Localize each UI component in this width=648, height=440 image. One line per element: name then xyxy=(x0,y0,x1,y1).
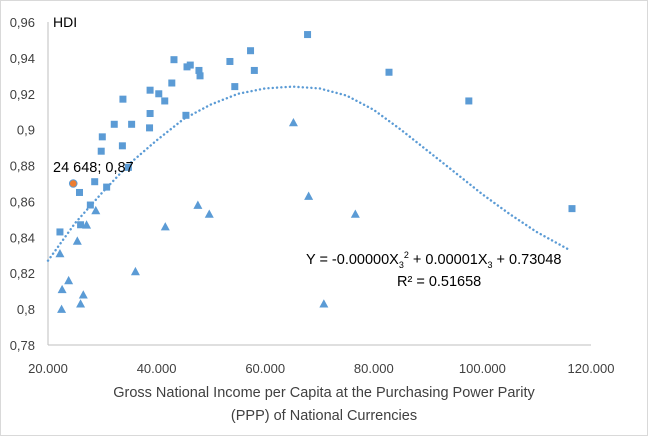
trendline-group xyxy=(46,85,571,262)
data-points xyxy=(55,31,576,313)
triangle-point xyxy=(350,209,360,218)
square-point xyxy=(304,31,312,39)
square-point xyxy=(161,97,169,105)
square-point xyxy=(118,142,126,150)
square-point xyxy=(86,201,94,209)
y-tick-label: 0,88 xyxy=(10,159,35,174)
triangle-point xyxy=(319,299,329,308)
y-tick-label: 0,96 xyxy=(10,15,35,30)
triangle-point xyxy=(160,222,170,231)
triangle-point xyxy=(304,191,314,200)
triangle-point xyxy=(57,304,67,313)
triangle-point xyxy=(57,284,67,294)
square-point xyxy=(103,183,111,191)
equation-part-2: + 0.00001X xyxy=(409,252,488,268)
y-tick-label: 0,9 xyxy=(17,123,35,138)
highlight-point xyxy=(68,179,78,188)
square-point xyxy=(56,228,64,236)
square-point xyxy=(568,205,576,213)
square-point xyxy=(465,97,473,105)
triangle-point xyxy=(76,299,86,308)
square-point xyxy=(168,79,176,87)
trendline-equation: Y = -0.00000X32 + 0.00001X3 + 0.73048 xyxy=(306,250,561,270)
square-point xyxy=(155,90,163,98)
square-point xyxy=(182,111,190,119)
square-point xyxy=(146,110,154,118)
square-point xyxy=(195,66,203,74)
x-tick-label: 100.000 xyxy=(459,361,506,376)
y-tick-label: 0,92 xyxy=(10,87,35,102)
x-tick-label: 80.000 xyxy=(354,361,394,376)
square-point xyxy=(110,120,118,128)
y-tick-label: 0,86 xyxy=(10,194,35,209)
x-tick-labels: 20.000 40.000 60.000 80.000 100.000 120.000 xyxy=(28,361,614,376)
x-axis-title-line-1: Gross National Income per Capita at the … xyxy=(113,385,535,401)
square-point xyxy=(250,66,258,74)
square-point xyxy=(119,95,127,103)
x-tick-label: 20.000 xyxy=(28,361,68,376)
square-point xyxy=(91,178,99,186)
triangle-point xyxy=(91,205,101,215)
x-axis-title-line-2: (PPP) of National Currencies xyxy=(231,408,417,424)
trendline xyxy=(46,85,571,262)
equation-part-3: + 0.73048 xyxy=(493,252,562,268)
triangle-point xyxy=(72,236,82,245)
triangle-point xyxy=(78,290,88,299)
square-point xyxy=(146,124,154,132)
square-point xyxy=(226,57,234,65)
y-tick-label: 0,94 xyxy=(10,51,35,66)
x-tick-label: 60.000 xyxy=(245,361,285,376)
triangle-point xyxy=(130,266,140,276)
triangle-point xyxy=(55,248,65,258)
square-point xyxy=(170,56,178,64)
triangle-point xyxy=(288,117,298,127)
y-tick-label: 0,84 xyxy=(10,230,35,245)
equation-part-1: Y = -0.00000X xyxy=(306,252,399,268)
square-point xyxy=(146,86,154,94)
square-point xyxy=(385,68,393,76)
triangle-point xyxy=(82,220,92,229)
equation-subscript-2: 3 xyxy=(488,260,493,270)
triangle-point xyxy=(64,275,74,285)
square-point xyxy=(128,120,136,128)
x-tick-label: 40.000 xyxy=(137,361,177,376)
square-point xyxy=(97,147,105,155)
y-tick-label: 0,8 xyxy=(17,302,35,317)
y-tick-labels: 0,78 0,8 0,82 0,84 0,86 0,88 0,9 0,92 0,94 0,96 xyxy=(10,15,35,353)
triangle-point xyxy=(193,200,203,209)
y-tick-label: 0,78 xyxy=(10,338,35,353)
square-point xyxy=(77,221,85,229)
square-point xyxy=(124,163,132,171)
square-point xyxy=(98,133,106,141)
equation-superscript: 2 xyxy=(404,250,409,260)
y-tick-label: 0,82 xyxy=(10,266,35,281)
square-point xyxy=(75,188,83,196)
axes xyxy=(47,22,591,346)
square-point xyxy=(186,61,194,69)
square-point xyxy=(247,47,255,55)
square-point xyxy=(231,83,239,91)
equation-subscript-1: 3 xyxy=(399,260,404,270)
x-tick-label: 120.000 xyxy=(568,361,615,376)
triangle-point xyxy=(204,209,214,218)
r-squared-label: R² = 0.51658 xyxy=(397,274,481,290)
highlight-point-label: 24 648; 0,87 xyxy=(53,160,134,176)
square-point xyxy=(196,72,204,80)
y-axis-label: HDI xyxy=(53,14,77,30)
